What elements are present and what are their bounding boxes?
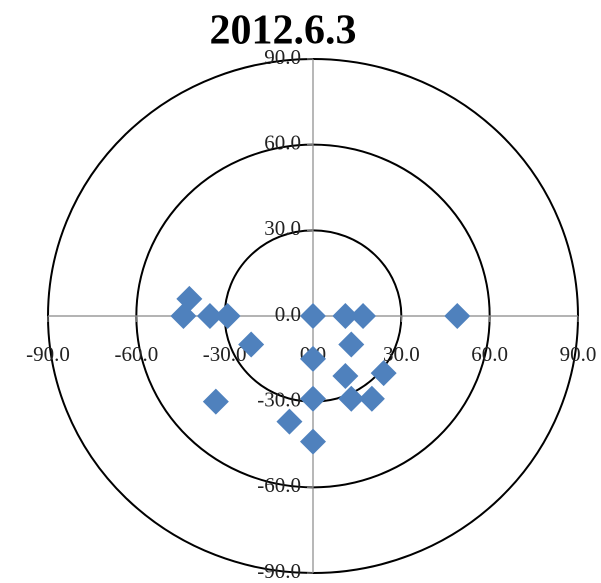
y-tick-label: 90.0	[264, 45, 301, 69]
point	[196, 303, 223, 329]
y-tick-label: 60.0	[264, 130, 301, 154]
point	[338, 385, 365, 412]
point	[350, 303, 377, 329]
point	[300, 428, 326, 455]
y-tick-label: 30.0	[264, 216, 301, 240]
point	[202, 388, 229, 415]
point	[214, 303, 241, 329]
point	[300, 385, 326, 412]
point	[332, 303, 359, 329]
x-tick-label: -60.0	[114, 342, 158, 366]
point	[276, 408, 303, 435]
point	[358, 385, 385, 412]
y-tick-label: 0.0	[275, 302, 301, 326]
point	[338, 331, 365, 358]
x-tick-label: 60.0	[471, 342, 508, 366]
x-tick-label: -30.0	[203, 342, 247, 366]
y-tick-label: -30.0	[257, 387, 301, 411]
x-tick-label: 90.0	[560, 342, 597, 366]
point	[370, 360, 397, 387]
y-tick-label: -60.0	[257, 473, 301, 497]
point	[300, 345, 326, 372]
point	[444, 303, 471, 329]
point	[300, 303, 326, 329]
point	[238, 331, 265, 358]
y-tick-label: -90.0	[257, 559, 301, 583]
point	[170, 303, 197, 329]
x-tick-label: -90.0	[26, 342, 70, 366]
x-tick-label: 30.0	[383, 342, 420, 366]
point	[332, 362, 359, 389]
chart-title: 2012.6.3	[210, 8, 357, 54]
